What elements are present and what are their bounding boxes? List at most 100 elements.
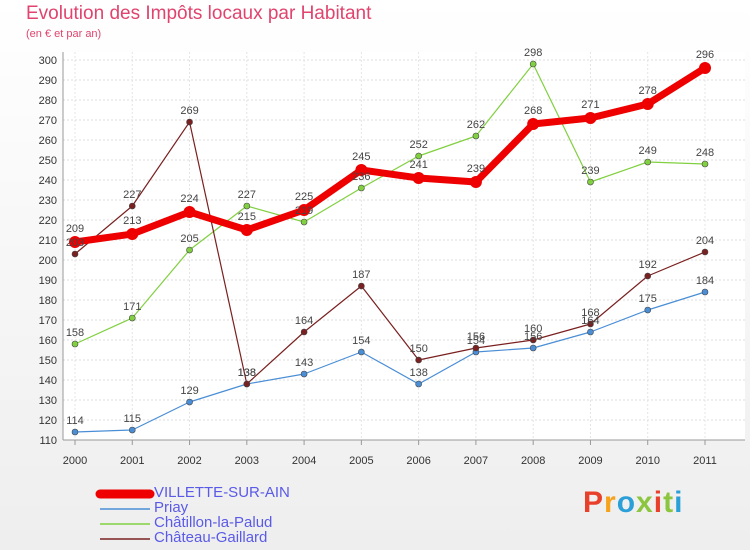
data-label: 224 — [180, 193, 198, 205]
brand-logo-letter: i — [653, 486, 664, 519]
data-label: 296 — [696, 49, 714, 61]
data-label: 245 — [352, 151, 370, 163]
data-label: 160 — [524, 323, 542, 335]
x-tick-label: 2009 — [578, 455, 602, 467]
data-label: 262 — [467, 119, 485, 131]
y-tick-label: 220 — [39, 215, 57, 227]
series-point-1 — [71, 428, 79, 436]
data-label: 171 — [123, 301, 141, 313]
series-point-2 — [472, 132, 480, 140]
y-tick-label: 230 — [39, 195, 57, 207]
legend-label-villette: VILLETTE-SUR-AIN — [154, 484, 290, 501]
data-label: 278 — [639, 85, 657, 97]
y-tick-label: 160 — [39, 335, 57, 347]
y-tick-label: 140 — [39, 375, 57, 387]
brand-logo-letter: r — [604, 486, 617, 519]
series-point-3 — [701, 248, 709, 256]
y-tick-label: 200 — [39, 255, 57, 267]
plot-background — [63, 52, 745, 440]
series-point-0 — [527, 118, 540, 130]
data-label: 156 — [467, 331, 485, 343]
x-tick-label: 2011 — [693, 455, 717, 467]
series-point-0 — [584, 112, 597, 124]
series-point-2 — [300, 218, 308, 226]
y-tick-label: 120 — [39, 415, 57, 427]
data-label: 252 — [409, 139, 427, 151]
data-label: 129 — [180, 385, 198, 397]
brand-logo: Proxiti — [583, 486, 683, 520]
series-point-3 — [186, 118, 193, 126]
series-point-3 — [71, 250, 79, 258]
x-tick-label: 2006 — [406, 455, 430, 467]
series-point-0 — [183, 206, 196, 218]
series-point-3 — [644, 272, 652, 280]
series-point-1 — [701, 288, 709, 296]
series-line-3 — [74, 121, 706, 385]
data-label: 215 — [238, 211, 256, 223]
data-label: 225 — [295, 191, 313, 203]
series-point-3 — [243, 380, 251, 388]
y-tick-label: 170 — [39, 315, 57, 327]
series-point-1 — [529, 344, 537, 352]
series-point-3 — [472, 344, 480, 352]
data-label: 268 — [524, 105, 542, 117]
x-tick-label: 2005 — [349, 455, 373, 467]
series-point-2 — [415, 152, 422, 160]
data-label: 164 — [581, 315, 599, 327]
series-point-1 — [415, 380, 422, 388]
y-tick-label: 260 — [39, 135, 57, 147]
x-tick-label: 2007 — [464, 455, 488, 467]
data-label: 239 — [467, 163, 485, 175]
series-point-3 — [128, 202, 136, 210]
brand-logo-letter: o — [616, 486, 637, 519]
data-label: 271 — [581, 99, 599, 111]
brand-logo-letter: x — [636, 486, 654, 519]
series-point-3 — [358, 282, 365, 290]
x-tick-label: 2002 — [177, 455, 201, 467]
series-point-0 — [641, 98, 654, 110]
data-label: 227 — [123, 189, 141, 201]
data-label: 150 — [409, 343, 427, 355]
series-point-0 — [126, 228, 139, 240]
series-point-0 — [469, 176, 482, 188]
data-label: 298 — [524, 47, 542, 59]
data-label: 154 — [467, 335, 485, 347]
brand-logo-letter: P — [583, 486, 605, 519]
series-point-2 — [358, 184, 365, 192]
legend-label-chateau: Château-Gaillard — [154, 529, 268, 546]
series-point-3 — [415, 356, 422, 364]
legend-label-priay: Priay — [154, 499, 189, 516]
series-point-1 — [644, 306, 652, 314]
data-label: 156 — [524, 331, 542, 343]
y-tick-label: 130 — [39, 395, 57, 407]
data-label: 138 — [409, 367, 427, 379]
data-label: 154 — [352, 335, 370, 347]
series-point-1 — [300, 370, 308, 378]
data-label: 227 — [238, 189, 256, 201]
series-point-1 — [186, 398, 193, 406]
y-tick-label: 180 — [39, 295, 57, 307]
series-point-2 — [587, 178, 594, 186]
series-point-2 — [71, 340, 79, 348]
data-label: 269 — [180, 105, 198, 117]
series-point-0 — [298, 204, 311, 216]
data-label: 158 — [66, 327, 84, 339]
data-label: 138 — [238, 367, 256, 379]
x-tick-label: 2008 — [521, 455, 545, 467]
y-tick-label: 190 — [39, 275, 57, 287]
y-tick-label: 300 — [39, 55, 57, 67]
series-point-2 — [701, 160, 709, 168]
data-label: 164 — [295, 315, 313, 327]
data-label: 209 — [66, 223, 84, 235]
y-tick-label: 250 — [39, 155, 57, 167]
series-point-0 — [240, 224, 253, 236]
series-point-0 — [355, 164, 368, 176]
data-label: 184 — [696, 275, 714, 287]
data-label: 187 — [352, 269, 370, 281]
series-point-3 — [529, 336, 537, 344]
data-label: 143 — [295, 357, 313, 369]
series-point-1 — [587, 328, 594, 336]
series-point-3 — [587, 320, 594, 328]
x-tick-label: 2000 — [63, 455, 87, 467]
